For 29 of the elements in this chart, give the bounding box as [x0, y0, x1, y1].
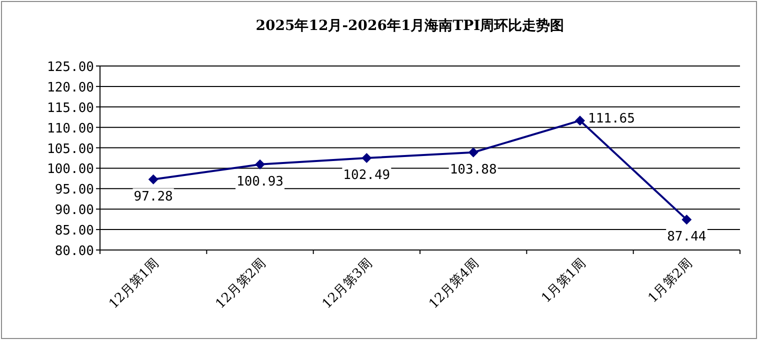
- x-tick-label: 12月第2周: [213, 256, 269, 312]
- y-tick-label: 100.00: [47, 162, 94, 178]
- data-label: 102.49: [343, 168, 390, 184]
- data-label: 87.44: [667, 230, 706, 245]
- y-tick-label: 125.00: [47, 60, 94, 75]
- x-tick-label: 12月第4周: [426, 256, 482, 312]
- y-tick-label: 115.00: [47, 100, 94, 116]
- point: [148, 174, 158, 184]
- data-label: 97.28: [134, 189, 173, 204]
- y-tick-label: 90.00: [54, 203, 94, 218]
- y-tick-label: 80.00: [54, 244, 94, 259]
- chart-title: 2025年12月-2026年1月海南TPI周环比走势图: [256, 18, 564, 34]
- x-tick-label: 12月第1周: [106, 256, 162, 312]
- x-tick-label: 1月第2周: [646, 256, 696, 306]
- x-tick-label: 1月第1周: [538, 256, 589, 306]
- point: [575, 116, 585, 126]
- point: [362, 153, 372, 164]
- y-tick-label: 120.00: [47, 80, 94, 96]
- data-label: 103.88: [450, 162, 497, 178]
- y-tick-label: 85.00: [54, 224, 94, 239]
- data-label: 100.93: [236, 174, 284, 190]
- x-tick-label: 12月第3周: [320, 256, 376, 312]
- data-label: 111.65: [588, 112, 635, 127]
- y-tick-label: 95.00: [54, 182, 94, 198]
- point: [468, 147, 478, 158]
- point: [255, 159, 265, 170]
- y-tick-label: 105.00: [47, 142, 94, 157]
- y-tick-label: 110.00: [47, 121, 94, 136]
- point: [682, 214, 692, 225]
